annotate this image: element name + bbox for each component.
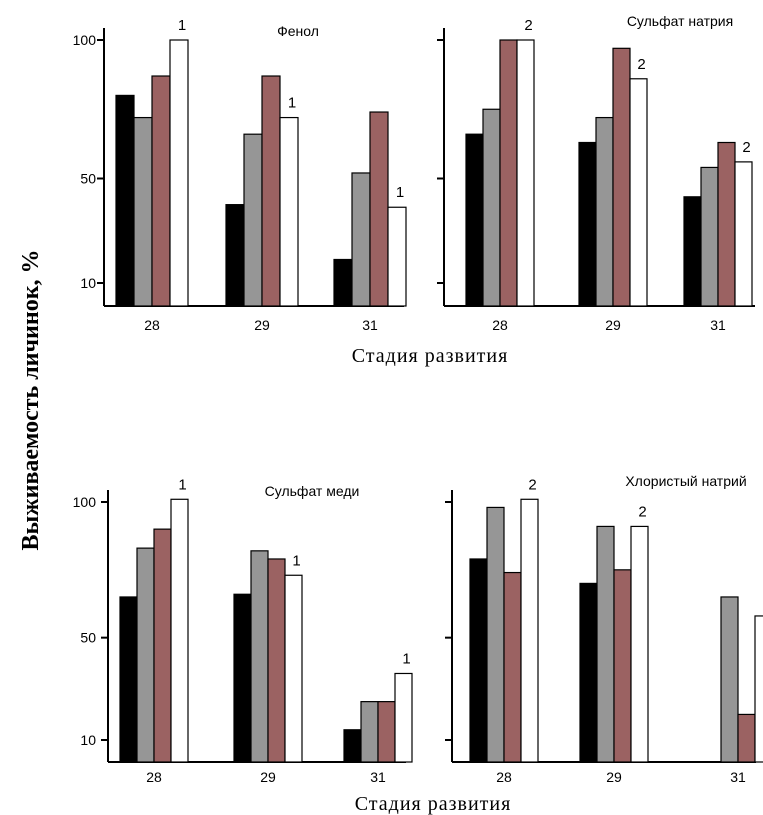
- bar-series-3: [151, 75, 171, 307]
- x-tick-label: 29: [606, 769, 622, 785]
- bar-series-2: [250, 550, 269, 763]
- y-tick-label: 10: [80, 732, 96, 748]
- x-tick-label: 28: [496, 769, 512, 785]
- bar-series-3: [737, 713, 756, 763]
- x-tick-label: 31: [730, 769, 746, 785]
- x-tick-label: 29: [260, 769, 276, 785]
- bar-series-3: [261, 75, 281, 307]
- bar-annotation: 1: [396, 184, 404, 201]
- bar-series-4: [169, 39, 189, 307]
- panel-title: Хлористый натрий: [625, 473, 746, 489]
- bar-series-4: [279, 116, 299, 307]
- bar-series-1: [579, 582, 598, 763]
- panel-title: Фенол: [277, 23, 319, 39]
- bar-series-1: [115, 94, 135, 307]
- bar-series-2: [351, 172, 371, 307]
- bar-annotation: 1: [178, 476, 186, 493]
- chart-panel-copper-sulfate: 100 50 10 Сульфат меди 28 29 31 1 1 1: [73, 476, 413, 785]
- bar-series-3: [377, 701, 396, 763]
- bar-series-1: [683, 196, 702, 307]
- bar-series-4: [734, 161, 753, 307]
- y-tick-label: 50: [80, 630, 96, 646]
- bar-series-4: [516, 39, 535, 307]
- bar-series-4: [629, 78, 648, 307]
- bar-series-4: [520, 498, 539, 763]
- bar-series-2: [596, 525, 615, 763]
- bar-series-3: [503, 571, 522, 763]
- bar-series-3: [613, 569, 632, 763]
- bar-series-2: [136, 547, 155, 763]
- bar-annotation: 1: [292, 552, 300, 569]
- x-tick-label: 31: [710, 317, 726, 333]
- bar-series-3: [153, 528, 172, 763]
- chart-panel-phenol: 100 50 10 Фенол 28 29 31 1 1 1: [73, 17, 407, 333]
- y-tick-label: 100: [73, 494, 97, 510]
- x-tick-label: 29: [254, 317, 270, 333]
- bar-series-4: [630, 525, 649, 763]
- bar-series-1: [465, 133, 484, 307]
- panel-title: Сульфат меди: [265, 483, 360, 499]
- x-tick-label: 28: [492, 317, 508, 333]
- bar-annotation: 1: [288, 95, 296, 112]
- bar-annotation: 1: [178, 17, 186, 34]
- y-axis-label: Выживаемость личинок, %: [18, 249, 44, 550]
- bar-series-3: [369, 111, 389, 307]
- bar-series-2: [700, 166, 719, 307]
- x-axis-label-top: Стадия развития: [352, 345, 509, 367]
- x-tick-label: 28: [146, 769, 162, 785]
- x-tick-label: 31: [370, 769, 386, 785]
- bar-series-4: [170, 498, 189, 763]
- bar-series-2: [133, 116, 153, 307]
- bar-series-1: [225, 204, 245, 307]
- bar-series-1: [333, 258, 353, 307]
- y-tick-label: 100: [73, 32, 97, 48]
- y-tick-label: 10: [80, 275, 96, 291]
- bar-series-1: [578, 141, 597, 307]
- bar-series-2: [486, 506, 505, 763]
- chart-panel-sodium-chloride: Хлористый натрий282931222: [445, 473, 763, 785]
- y-tick-label: 50: [80, 171, 96, 187]
- bar-annotation: 1: [402, 650, 410, 667]
- bar-series-4: [284, 574, 303, 763]
- bar-series-3: [267, 558, 286, 763]
- x-tick-label: 28: [144, 317, 160, 333]
- bar-series-3: [499, 39, 518, 307]
- bar-series-2: [482, 108, 501, 307]
- bar-series-4: [394, 672, 413, 763]
- bar-series-2: [720, 596, 739, 763]
- bar-series-2: [595, 116, 614, 307]
- bar-series-4: [754, 615, 763, 763]
- chart-panel-sodium-sulfate: Сульфат натрия 28 29 31 2 2 2: [437, 13, 755, 333]
- bar-annotation: 2: [742, 139, 750, 156]
- x-tick-label: 29: [605, 317, 621, 333]
- bar-annotation: 2: [638, 503, 646, 520]
- bar-series-1: [343, 729, 362, 763]
- x-axis-label-bottom: Стадия развития: [355, 793, 512, 815]
- bar-annotation: 2: [637, 56, 645, 73]
- bar-annotation: 2: [528, 476, 536, 493]
- bar-series-3: [717, 141, 736, 307]
- bar-series-4: [387, 206, 407, 307]
- bar-annotation: 2: [524, 17, 532, 34]
- bar-series-1: [119, 596, 138, 763]
- panel-title: Сульфат натрия: [627, 13, 733, 29]
- bar-series-1: [233, 593, 252, 763]
- x-tick-label: 31: [362, 317, 378, 333]
- bar-series-3: [612, 47, 631, 307]
- bar-series-1: [469, 558, 488, 763]
- bar-series-2: [360, 701, 379, 763]
- bar-series-2: [243, 133, 263, 307]
